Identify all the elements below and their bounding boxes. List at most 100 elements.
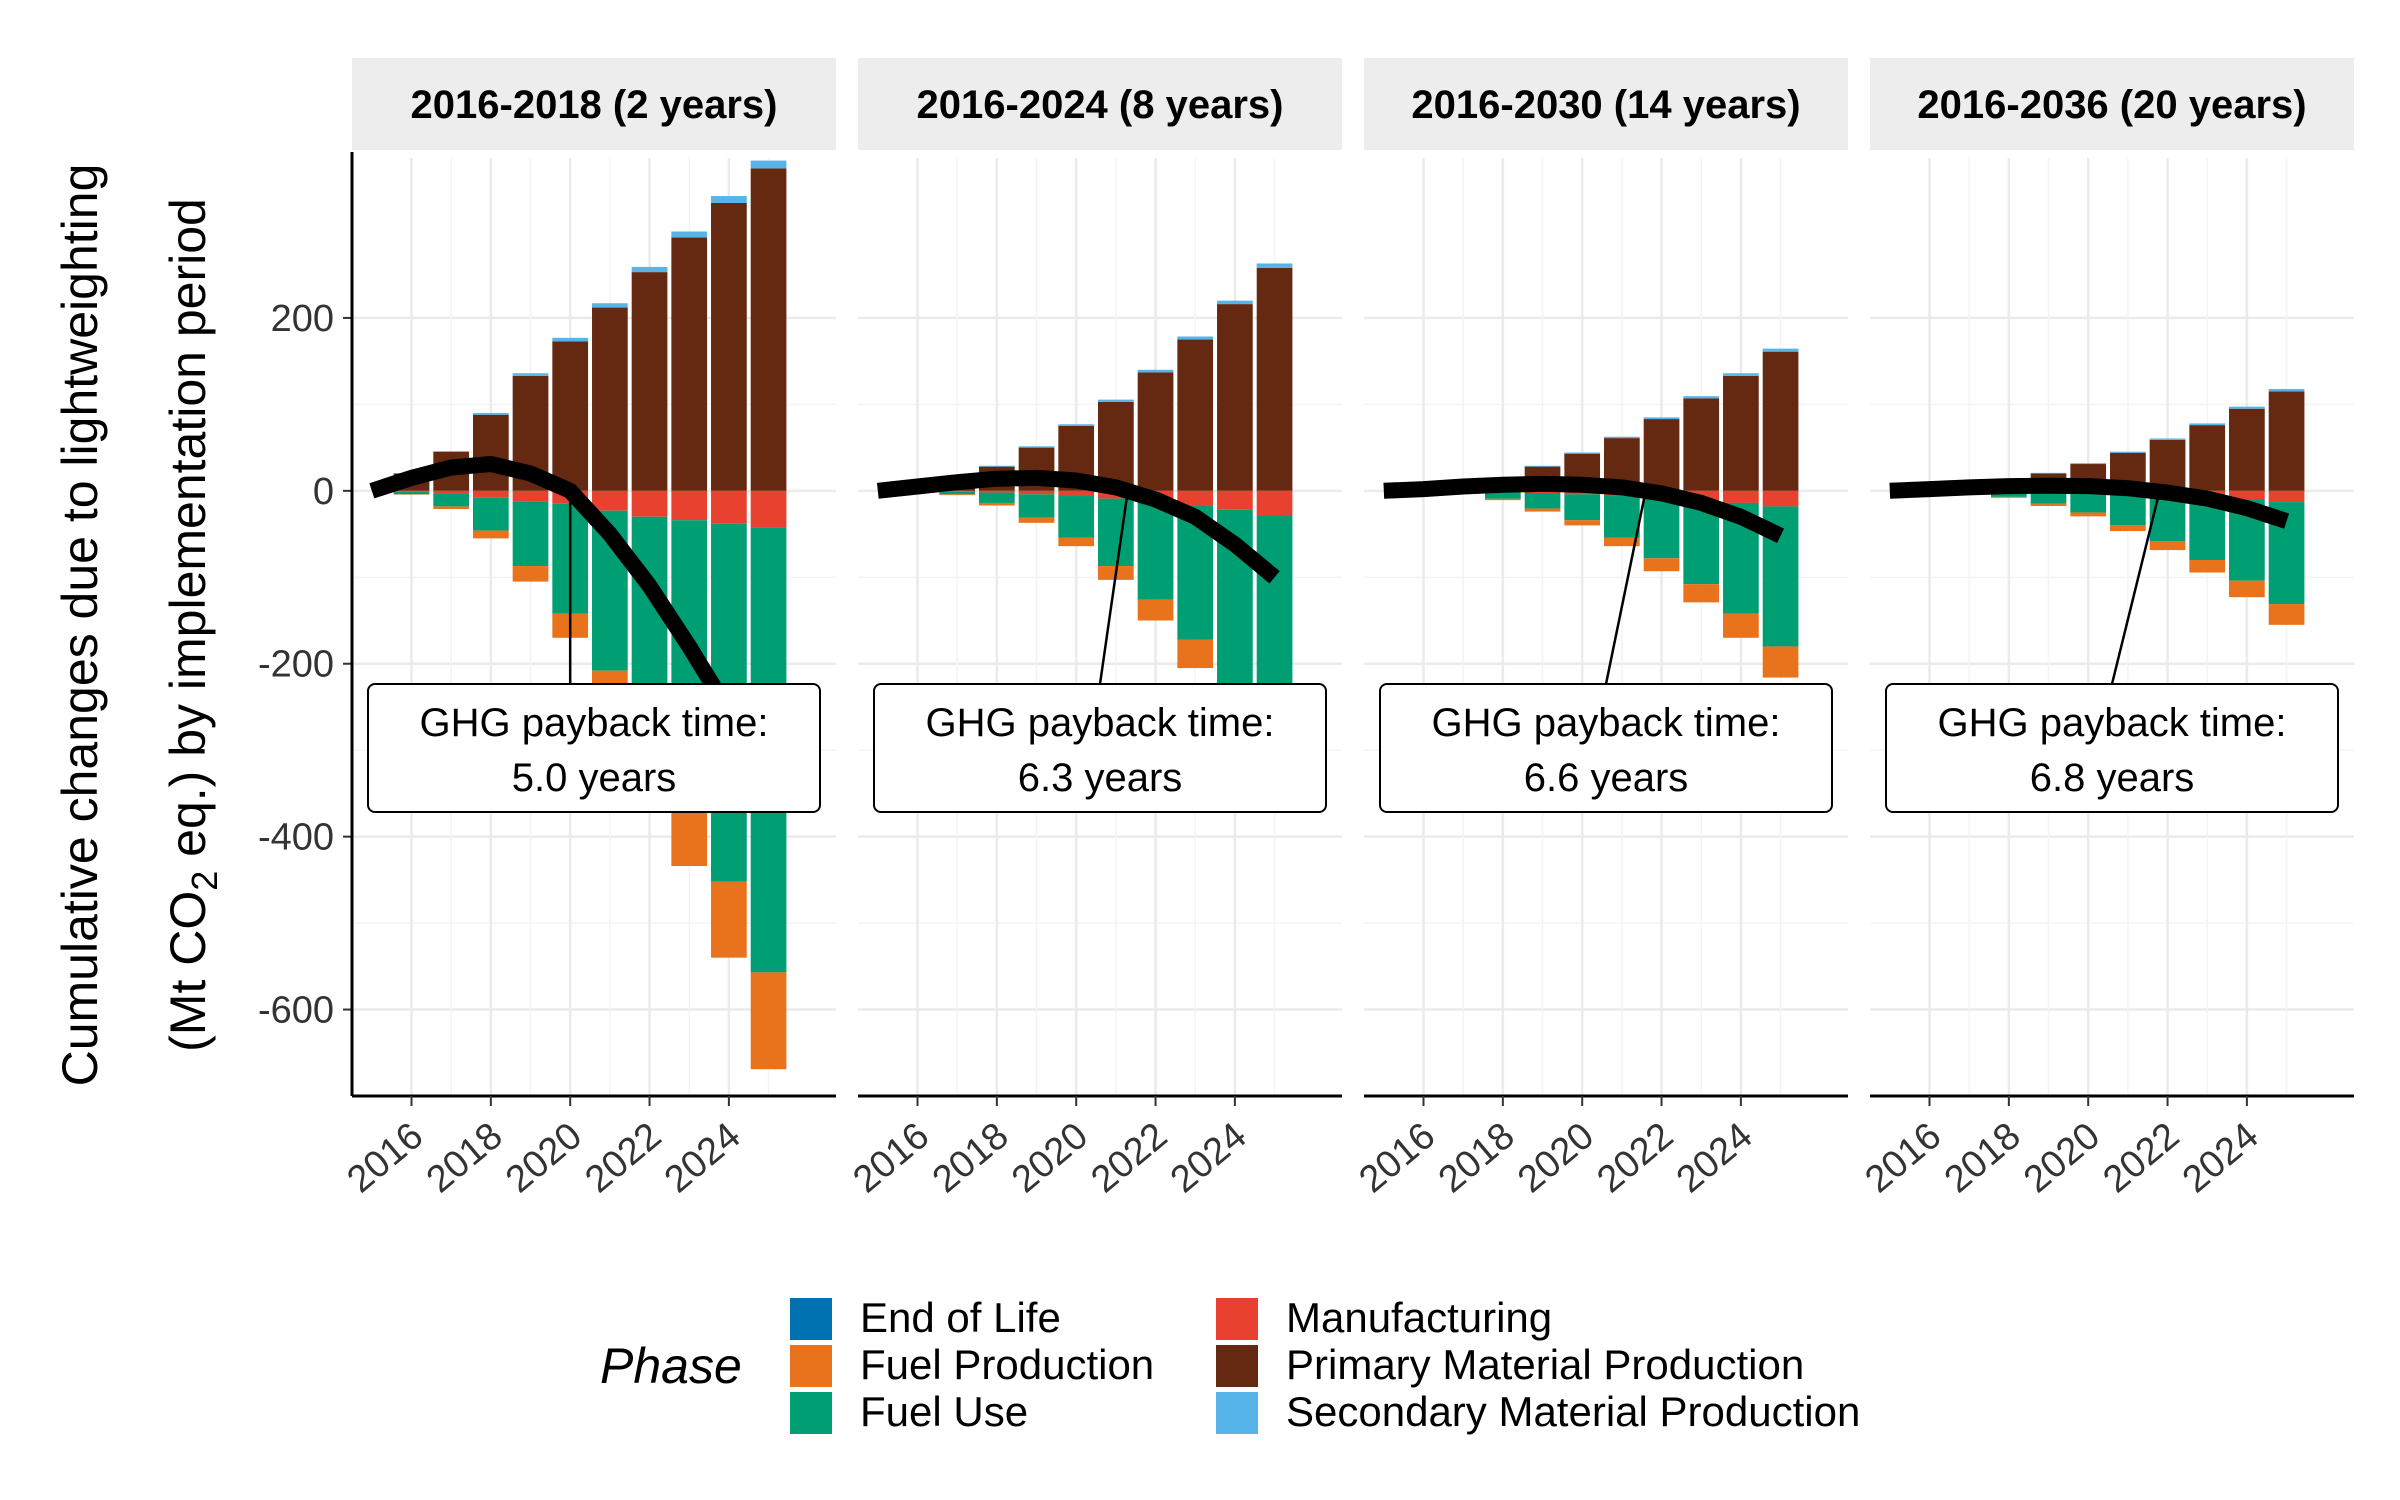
bar-segment-fuel_use — [433, 493, 470, 507]
bar-segment-primary_material — [2268, 391, 2305, 491]
grid — [1870, 158, 2354, 1096]
facet-strip — [1870, 58, 2354, 150]
y-tick-label: -600 — [258, 990, 334, 1032]
x-tick-label: 2024 — [1669, 1115, 1761, 1202]
legend-item: End of Life — [790, 1294, 1061, 1341]
x-tick-label: 2024 — [657, 1115, 749, 1202]
facet-title: 2016-2030 (14 years) — [1411, 83, 1800, 127]
payback-label-title: GHG payback time: — [419, 701, 768, 745]
bar-segment-fuel_production — [512, 566, 549, 582]
bar-segment-primary_material — [750, 168, 787, 491]
y-tick-label: 0 — [313, 471, 334, 513]
bar-segment-fuel_use — [1018, 494, 1055, 518]
bar-segment-secondary_material — [1018, 446, 1055, 448]
bar-segment-fuel_production — [1137, 599, 1174, 621]
bar-segment-secondary_material — [512, 373, 549, 376]
bar-segment-secondary_material — [473, 413, 509, 415]
bar-segment-manufacturing — [473, 490, 509, 498]
y-tick-label: 200 — [271, 298, 334, 340]
bar-segment-manufacturing — [433, 490, 470, 494]
bar-segment-fuel_use — [393, 491, 430, 495]
bar-segment-fuel_production — [2149, 540, 2186, 551]
bar-segment-manufacturing — [2268, 490, 2305, 503]
bar-segment-primary_material — [592, 307, 628, 491]
bar-segment-secondary_material — [552, 337, 589, 342]
bar-segment-fuel_use — [1564, 494, 1601, 521]
legend-label: Fuel Production — [860, 1341, 1154, 1388]
x-tick-label: 2018 — [925, 1115, 1017, 1202]
bar-segment-manufacturing — [1018, 490, 1055, 495]
x-tick-label: 2016 — [340, 1115, 432, 1202]
payback-label-title: GHG payback time: — [1431, 701, 1780, 745]
net-emissions-line — [1383, 475, 1785, 544]
bar-segment-fuel_use — [1643, 497, 1680, 559]
bar-segment-manufacturing — [1762, 490, 1799, 507]
payback-leader-line — [1604, 490, 1647, 685]
bar-segment-fuel_production — [1762, 646, 1799, 678]
bar-segment-fuel_use — [2070, 493, 2107, 513]
x-tick-label: 2022 — [1590, 1115, 1682, 1202]
bar-segment-primary_material — [711, 202, 747, 491]
payback-label-box — [873, 683, 1327, 813]
bar-segment-secondary_material — [1683, 396, 1720, 399]
bar-segment-secondary_material — [1524, 465, 1561, 467]
facet-panel: 2016-2024 (8 years) GHG payback time: 6.3 … — [846, 58, 1342, 1201]
bar-segment-fuel_use — [2110, 494, 2146, 525]
bar-segment-fuel_production — [2189, 560, 2226, 573]
bar-segment-manufacturing — [671, 490, 708, 521]
legend-swatch — [790, 1298, 832, 1340]
x-tick-label: 2024 — [1163, 1115, 1255, 1202]
bar-segment-fuel_use — [1058, 496, 1095, 538]
bar-segment-secondary_material — [1256, 263, 1293, 268]
bar-segment-secondary_material — [631, 266, 668, 273]
bar-segment-fuel_use — [2030, 492, 2067, 504]
bar-segment-secondary_material — [2149, 438, 2186, 440]
x-tick-label: 2016 — [846, 1115, 938, 1202]
payback-label-box — [1885, 683, 2339, 813]
bar-segment-manufacturing — [711, 490, 747, 524]
bar-segment-fuel_production — [671, 805, 708, 867]
bar-segment-fuel_production — [2030, 503, 2067, 506]
payback-label-box — [1379, 683, 1833, 813]
facet-title: 2016-2024 (8 years) — [917, 83, 1284, 127]
bar-segment-secondary_material — [1177, 336, 1214, 340]
bar-segment-secondary_material — [750, 160, 787, 169]
bar-segment-primary_material — [1256, 267, 1293, 491]
legend-item: Fuel Production — [790, 1341, 1154, 1388]
bars — [899, 263, 1293, 784]
facet-title: 2016-2036 (20 years) — [1917, 83, 2306, 127]
bar-segment-primary_material — [1643, 419, 1680, 491]
payback-label-value: 5.0 years — [512, 756, 677, 800]
x-tick-label: 2018 — [1431, 1115, 1523, 1202]
net-emissions-line — [1889, 477, 2290, 529]
facet-panel: 2016-2030 (14 years) GHG payback time: 6.6… — [1352, 58, 1848, 1201]
x-tick-label: 2020 — [498, 1115, 590, 1202]
bar-segment-fuel_use — [1485, 491, 1521, 499]
y-axis-title: Cumulative changes due to lightweighting… — [52, 164, 225, 1087]
bar-segment-secondary_material — [1604, 436, 1640, 439]
legend-label: Primary Material Production — [1286, 1341, 1804, 1388]
y-axis-title-line2: (Mt CO2 eq.) by implementation period — [160, 198, 225, 1052]
bar-segment-primary_material — [671, 237, 708, 491]
bar-segment-fuel_production — [2110, 524, 2146, 532]
y-axis-title-line1: Cumulative changes due to lightweighting — [52, 164, 108, 1087]
bar-segment-secondary_material — [1137, 369, 1174, 373]
legend-label: Fuel Use — [860, 1388, 1028, 1435]
bar-segment-primary_material — [631, 272, 668, 491]
bar-segment-secondary_material — [1217, 300, 1253, 305]
bar-segment-secondary_material — [433, 451, 470, 452]
bar-segment-fuel_use — [512, 501, 549, 567]
bar-segment-primary_material — [1098, 401, 1134, 491]
x-tick-label: 2022 — [578, 1115, 670, 1202]
bar-segment-manufacturing — [939, 490, 976, 492]
bar-segment-manufacturing — [1524, 490, 1561, 493]
legend-swatch — [790, 1392, 832, 1434]
payback-label-value: 6.6 years — [1524, 756, 1689, 800]
legend-label: Manufacturing — [1286, 1294, 1552, 1341]
bar-segment-fuel_production — [1485, 498, 1521, 501]
facet-title: 2016-2018 (2 years) — [411, 83, 778, 127]
bar-segment-fuel_use — [1604, 496, 1640, 538]
bar-segment-primary_material — [2189, 425, 2226, 491]
